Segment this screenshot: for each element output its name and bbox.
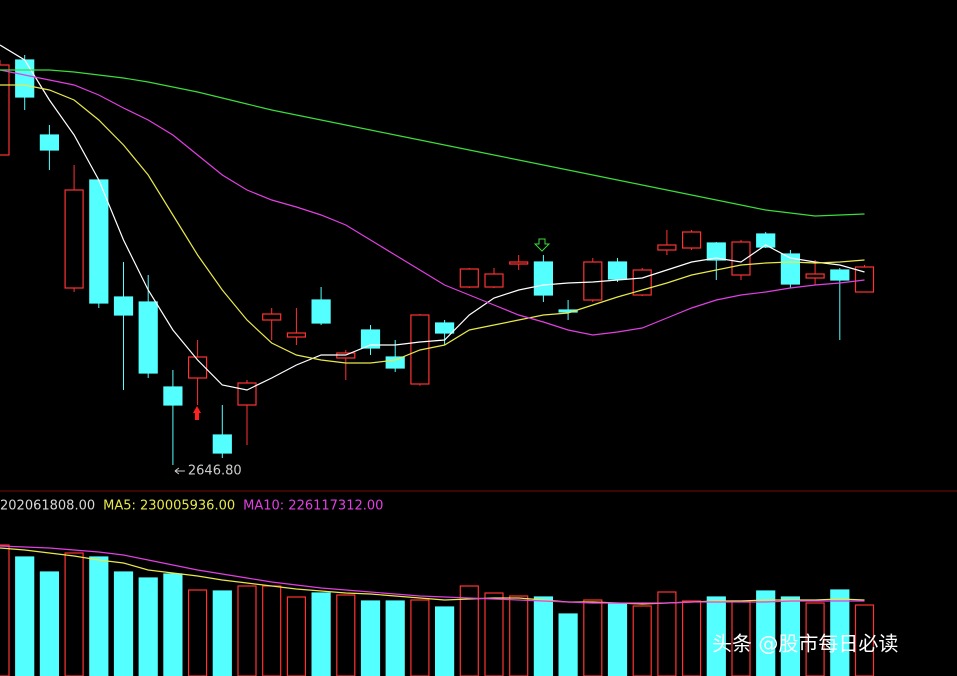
candle-body: [163, 386, 183, 406]
candle-body: [15, 59, 35, 98]
sell-signal: [533, 238, 551, 252]
volume-bar: [336, 594, 356, 676]
candle-body: [607, 261, 628, 280]
volume-bar: [0, 544, 10, 676]
volume-bar: [854, 604, 875, 676]
volume-legend: MA10: 226117312.00: [243, 499, 383, 514]
candle-body: [385, 356, 405, 369]
candle-body: [286, 332, 306, 338]
volume-bar: [113, 571, 134, 676]
volume-bar: [706, 596, 726, 676]
volume-bar: [64, 552, 84, 676]
volume-bar: [632, 605, 652, 676]
volume-bar: [39, 571, 60, 676]
candle-body: [113, 296, 134, 316]
ma-line: [0, 84, 865, 364]
candle-body: [657, 244, 677, 251]
candle-body: [509, 261, 529, 265]
volume-bar: [805, 602, 825, 676]
volume-bar: [237, 585, 257, 676]
volume-bar: [188, 589, 208, 676]
candle-body: [558, 309, 578, 313]
volume-bar: [410, 599, 430, 676]
candle-body: [262, 313, 282, 321]
candle-body: [854, 266, 875, 293]
ma-line: [0, 69, 865, 217]
buy-signal-stem: [195, 412, 199, 420]
candle-body: [188, 356, 208, 379]
volume-bar: [286, 596, 306, 676]
ma-line: [0, 69, 865, 336]
volume-bar: [385, 600, 405, 676]
volume-bar: [533, 596, 554, 676]
volume-bar: [484, 592, 504, 676]
ma-line: [0, 545, 865, 604]
candle-body: [360, 329, 381, 349]
candle-body: [706, 242, 726, 261]
buy-signal: [193, 406, 201, 413]
volume-bar: [435, 606, 455, 676]
candle-body: [830, 269, 850, 281]
candle-body: [805, 273, 825, 279]
volume-bar: [657, 591, 677, 676]
low-annotation: 2646.80: [188, 464, 242, 479]
volume-bar: [830, 589, 850, 676]
candle-body: [533, 261, 554, 296]
candle-body: [212, 434, 232, 454]
volume-bar: [558, 613, 578, 676]
candle-body: [89, 179, 109, 304]
volume-bar: [163, 573, 183, 676]
candle-body: [681, 231, 702, 249]
ma-line: [0, 547, 865, 605]
volume-bar: [311, 592, 331, 676]
volume-bar: [262, 585, 282, 676]
volume-bar: [212, 590, 232, 676]
volume-bar: [780, 596, 801, 676]
volume-bar: [15, 556, 35, 676]
volume-bar: [583, 599, 603, 676]
volume-bar: [360, 600, 381, 676]
ma-line: [0, 44, 865, 391]
candle-body: [756, 233, 776, 248]
volume-legend: 202061808.00: [0, 499, 95, 514]
volume-bar: [89, 556, 109, 676]
volume-legend: MA5: 230005936.00: [103, 499, 235, 514]
candle-body: [311, 299, 331, 324]
volume-bar: [607, 603, 628, 676]
volume-bar: [509, 595, 529, 676]
candle-body: [731, 241, 751, 276]
candle-body: [780, 253, 801, 285]
candle-body: [435, 322, 455, 334]
volume-bar: [138, 577, 158, 676]
volume-bar: [681, 600, 702, 676]
candle-body: [459, 268, 479, 288]
candle-body: [0, 64, 10, 156]
low-pointer: [174, 467, 185, 475]
watermark: 头条 @股市每日必读: [712, 632, 898, 656]
volume-bar: [459, 585, 479, 676]
candle-body: [39, 134, 60, 151]
volume-bar: [756, 590, 776, 676]
candle-body: [138, 301, 158, 374]
candle-body: [64, 189, 84, 289]
candle-body: [484, 273, 504, 288]
